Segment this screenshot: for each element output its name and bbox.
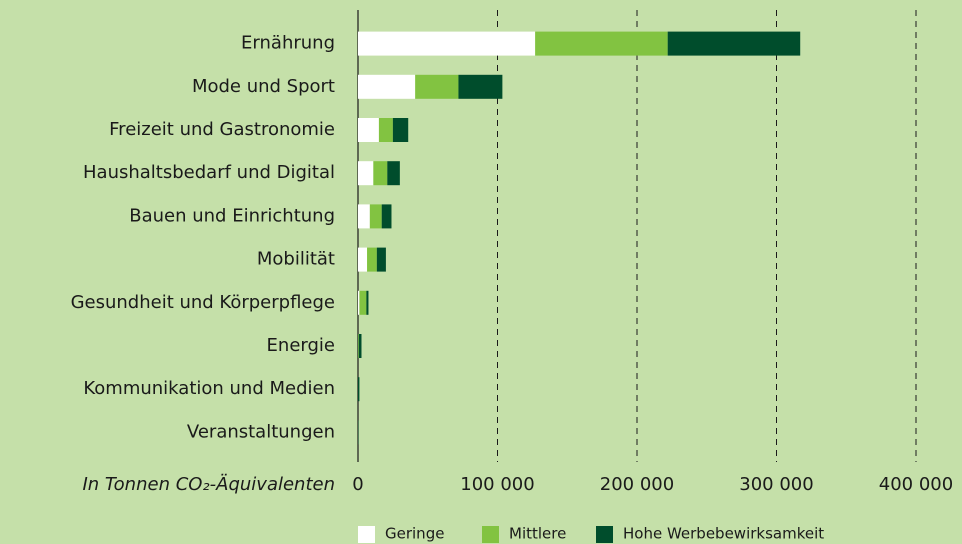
x-tick-label: 400 000 bbox=[879, 474, 953, 495]
legend-swatch bbox=[596, 526, 613, 543]
bar-segment bbox=[373, 161, 388, 186]
x-tick-label: 300 000 bbox=[739, 474, 813, 495]
bar-segment bbox=[358, 31, 536, 56]
y-tick-label: Gesundheit und Körperpflege bbox=[71, 292, 335, 313]
bar-segment bbox=[358, 377, 360, 402]
bar-segment bbox=[358, 204, 370, 229]
bar-segment bbox=[667, 31, 801, 56]
bar-segment bbox=[415, 74, 459, 99]
bar-segment bbox=[535, 31, 668, 56]
bar-segment bbox=[366, 290, 369, 315]
bar-segment bbox=[358, 334, 362, 358]
bar-segment bbox=[458, 74, 503, 99]
bar-segment bbox=[387, 161, 400, 186]
legend-label: Geringe bbox=[385, 525, 444, 543]
y-tick-label: Ernährung bbox=[241, 33, 335, 54]
y-tick-label: Freizeit und Gastronomie bbox=[109, 119, 335, 140]
legend-swatch bbox=[358, 526, 375, 543]
y-tick-label: Veranstaltungen bbox=[187, 421, 335, 442]
y-tick-label: Haushaltsbedarf und Digital bbox=[83, 162, 335, 183]
bar-segment bbox=[367, 247, 377, 272]
bar-segment bbox=[358, 290, 360, 315]
bar-segment bbox=[359, 290, 367, 315]
x-tick-label: 100 000 bbox=[460, 474, 534, 495]
bar-segment bbox=[358, 118, 379, 142]
bar-segment bbox=[358, 161, 374, 186]
y-tick-label: Bauen und Einrichtung bbox=[129, 205, 335, 226]
y-tick-label: Mode und Sport bbox=[192, 76, 335, 97]
y-tick-label: Kommunikation und Medien bbox=[83, 378, 335, 399]
bar-segment bbox=[392, 118, 409, 142]
bar-segment bbox=[378, 118, 393, 142]
legend-swatch bbox=[482, 526, 499, 543]
legend-label: Mittlere bbox=[509, 525, 566, 543]
bar-segment bbox=[358, 74, 416, 99]
y-tick-label: Mobilität bbox=[257, 249, 335, 270]
bar-segment bbox=[369, 204, 382, 229]
x-tick-label: 200 000 bbox=[600, 474, 674, 495]
bar-segment bbox=[381, 204, 392, 229]
x-tick-label: 0 bbox=[352, 474, 363, 495]
x-axis-label: In Tonnen CO₂-Äquivalenten bbox=[82, 474, 335, 495]
legend-label: Hohe Werbebewirksamkeit bbox=[623, 525, 824, 543]
bar-segment bbox=[376, 247, 386, 272]
y-tick-label: Energie bbox=[267, 335, 335, 356]
bar-segment bbox=[358, 247, 368, 272]
bar-segment bbox=[358, 334, 359, 358]
